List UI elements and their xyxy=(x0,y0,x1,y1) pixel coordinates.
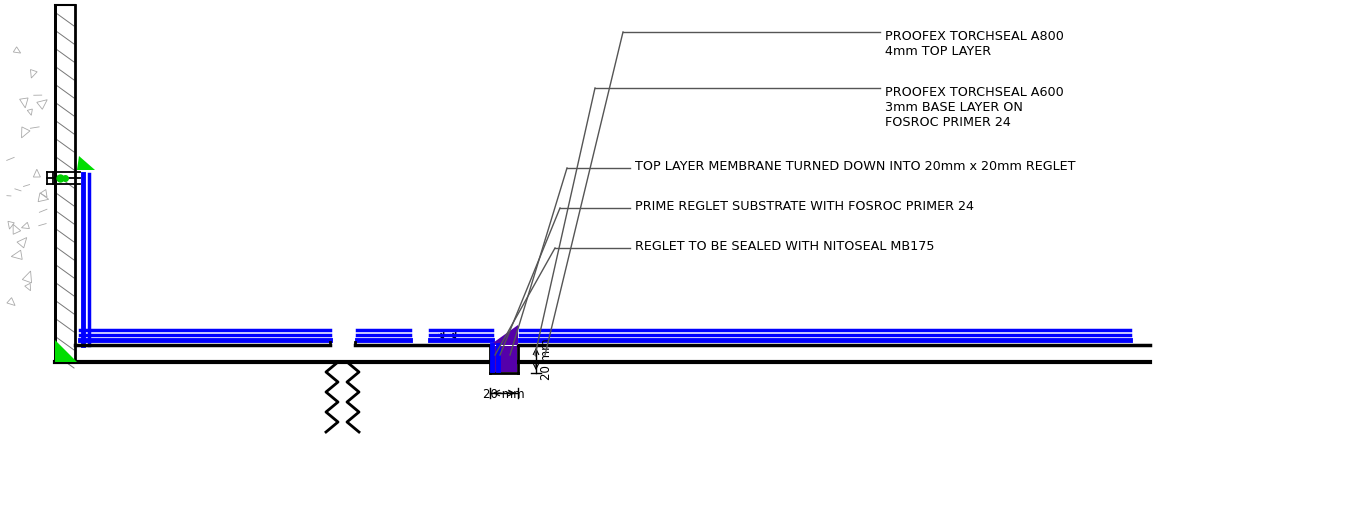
Text: PRIME REGLET SUBSTRATE WITH FOSROC PRIMER 24: PRIME REGLET SUBSTRATE WITH FOSROC PRIME… xyxy=(635,200,974,213)
Polygon shape xyxy=(55,340,76,362)
Text: PROOFEX TORCHSEAL A600
3mm BASE LAYER ON
FOSROC PRIMER 24: PROOFEX TORCHSEAL A600 3mm BASE LAYER ON… xyxy=(885,86,1064,129)
Text: TOP LAYER MEMBRANE TURNED DOWN INTO 20mm x 20mm REGLET: TOP LAYER MEMBRANE TURNED DOWN INTO 20mm… xyxy=(635,160,1075,174)
Bar xyxy=(55,5,75,360)
Text: 20 mm: 20 mm xyxy=(540,338,553,380)
Text: REGLET TO BE SEALED WITH NITOSEAL MB175: REGLET TO BE SEALED WITH NITOSEAL MB175 xyxy=(635,241,934,253)
Polygon shape xyxy=(76,156,96,170)
Bar xyxy=(490,346,516,372)
Text: 20 mm: 20 mm xyxy=(484,388,525,401)
Text: PROOFEX TORCHSEAL A800
4mm TOP LAYER: PROOFEX TORCHSEAL A800 4mm TOP LAYER xyxy=(885,30,1064,58)
Bar xyxy=(55,345,1150,362)
Polygon shape xyxy=(490,325,518,345)
